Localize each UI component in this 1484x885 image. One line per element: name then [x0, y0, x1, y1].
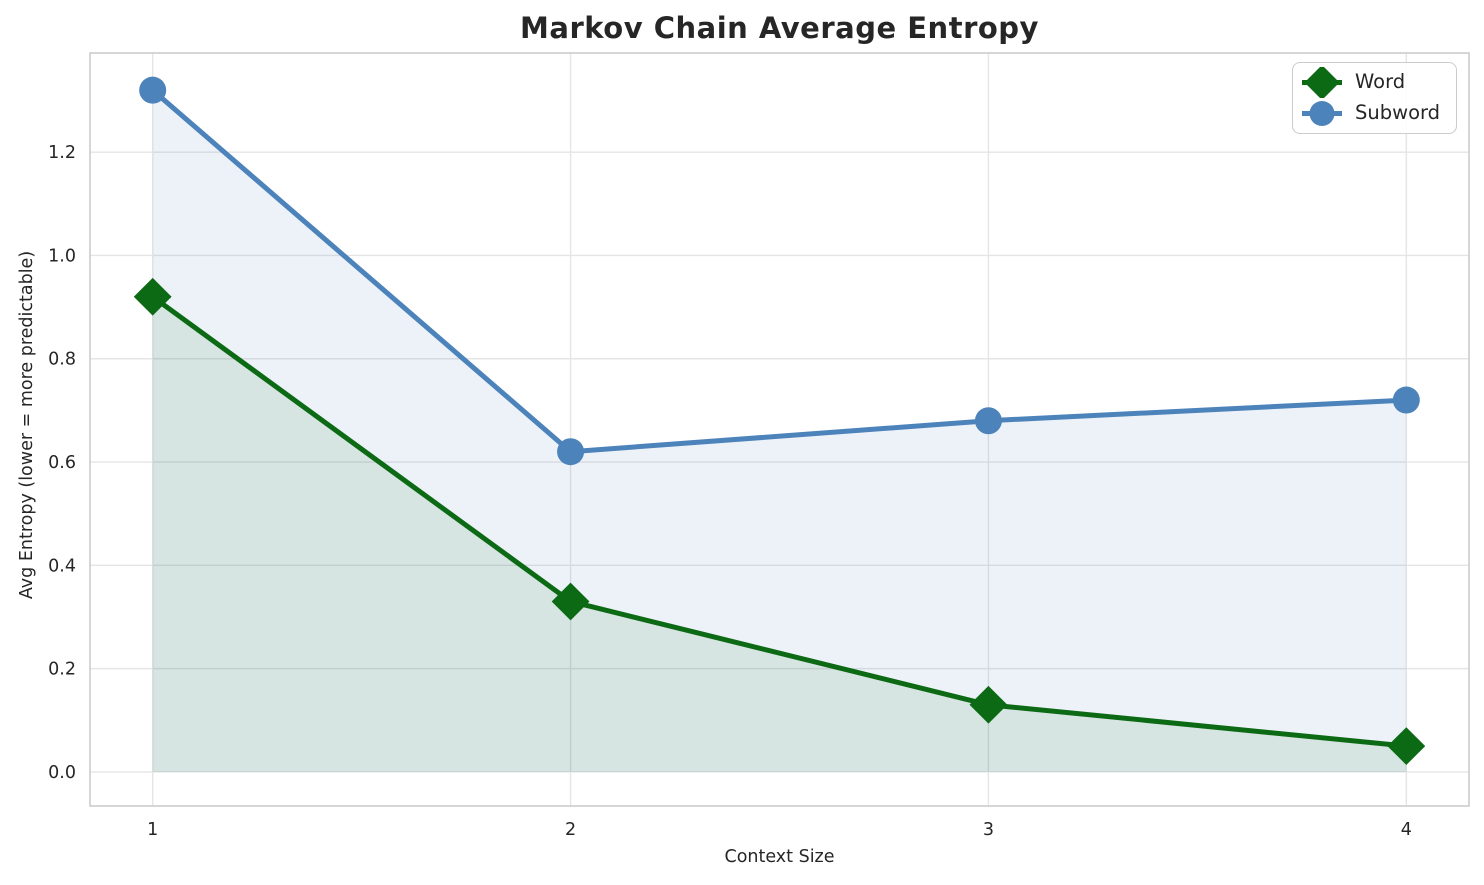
legend: Word Subword: [1292, 62, 1458, 134]
y-tick-label-1.2: 1.2: [48, 143, 76, 163]
y-tick-label-0.4: 0.4: [48, 556, 76, 576]
marker-word-x3: [969, 685, 1008, 724]
marker-subword-x1: [139, 76, 167, 104]
marker-subword-x2: [557, 438, 585, 466]
legend-label-word: Word: [1355, 69, 1406, 93]
x-tick-label-2: 2: [565, 820, 576, 840]
series-line-subword: [150, 87, 1409, 455]
y-tick-label-0.8: 0.8: [48, 350, 76, 370]
plot-border: [89, 52, 1470, 807]
marker-word-x2: [551, 582, 590, 621]
series-line-word: [150, 294, 1409, 749]
area-fill-subword: [152, 90, 1407, 772]
legend-marker-glyph-word: [1304, 67, 1340, 98]
subword-circle-marker-icon: [1302, 101, 1342, 126]
marker-subword-x4: [1392, 386, 1420, 414]
marker-word-x4: [1387, 727, 1426, 765]
x-tick-label-4: 4: [1401, 820, 1412, 840]
x-tick-label-3: 3: [983, 820, 994, 840]
legend-item-subword: Subword: [1299, 98, 1440, 129]
legend-label-subword: Subword: [1355, 100, 1441, 124]
y-tick-label-0.0: 0.0: [48, 763, 76, 783]
chart-title: Markov Chain Average Entropy: [520, 11, 1039, 45]
x-axis-label: Context Size: [724, 847, 835, 867]
y-axis-label: Avg Entropy (lower = more predictable): [17, 250, 37, 600]
y-tick-label-0.6: 0.6: [48, 453, 76, 473]
y-tick-label-0.2: 0.2: [48, 660, 76, 680]
legend-item-word: Word: [1299, 67, 1440, 98]
x-tick-label-1: 1: [147, 820, 158, 840]
word-diamond-marker-icon: [1302, 67, 1342, 98]
area-fill-word: [152, 296, 1407, 772]
legend-marker-glyph-subword: [1309, 101, 1335, 126]
marker-subword-x3: [974, 407, 1002, 435]
marker-word-x1: [133, 277, 172, 316]
y-tick-label-1.0: 1.0: [48, 246, 76, 266]
